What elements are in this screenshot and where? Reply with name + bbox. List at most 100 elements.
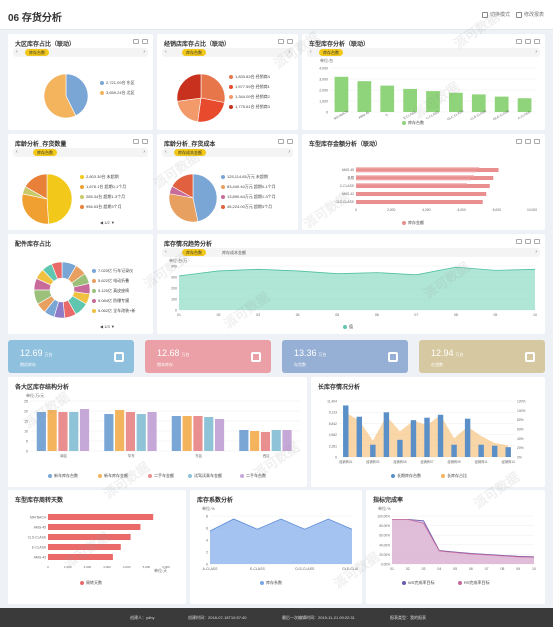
metric-chip[interactable]: 库存台数 (25, 49, 49, 56)
legend-dot (441, 473, 445, 478)
bar (356, 416, 363, 457)
tick-label: 07 (485, 567, 489, 571)
legend-item: WS完成率目标 (402, 580, 434, 585)
metric-chip[interactable]: 库存台数 (182, 249, 206, 256)
export-icon[interactable] (133, 139, 139, 144)
expand-icon[interactable] (287, 39, 293, 44)
export-icon[interactable] (516, 39, 522, 44)
panel-tools[interactable] (516, 139, 540, 144)
legend-pager[interactable]: ◀ 1/2 ▼ (100, 220, 115, 225)
dealer-pie-chart (177, 74, 225, 122)
tick-label: CLS-CLASS (470, 109, 487, 120)
prev-arrow-icon[interactable]: ‹ (310, 49, 312, 55)
panel-tools[interactable] (278, 39, 293, 44)
tick-label: GLC-CLASS (447, 109, 465, 120)
panel-tools[interactable] (516, 239, 540, 244)
tick-label: 5,000 (143, 565, 151, 569)
legend-item: 5.120亿 真皮座椅 (92, 288, 129, 293)
tick-label: 9,123 (329, 411, 337, 415)
unit-label: 单位:% (202, 506, 215, 511)
bar (79, 409, 90, 451)
prev-arrow-icon[interactable]: ‹ (165, 49, 167, 55)
tick-label: 4,000 (422, 208, 430, 212)
next-arrow-icon[interactable]: › (288, 49, 290, 55)
edit-report-button[interactable]: 修改报表 (516, 11, 544, 18)
expand-icon[interactable] (287, 139, 293, 144)
legend-dot (188, 473, 192, 478)
bar (426, 91, 440, 112)
next-arrow-icon[interactable]: › (535, 249, 537, 255)
expand-icon[interactable] (142, 139, 148, 144)
expand-icon[interactable] (525, 39, 531, 44)
legend-item: RS完成率目标 (458, 580, 490, 585)
legend-pager[interactable]: ◀ 1/3 ▼ (100, 324, 115, 329)
kpi-card[interactable]: 12.94 万台 在途数 (419, 340, 545, 373)
expand-icon[interactable] (525, 239, 531, 244)
bar (334, 76, 349, 112)
kpi-card[interactable]: 12.69 万台 期初库存 (8, 340, 134, 373)
tick-label: MAYBACH (333, 109, 349, 120)
kpi-card[interactable]: 12.68 万台 期末库存 (145, 340, 271, 373)
bar (48, 554, 113, 560)
area-fill (210, 519, 352, 564)
bar (356, 183, 467, 185)
export-icon[interactable] (278, 39, 284, 44)
stock-coeff-panel: 库存系数分析 单位:% 0 2 4 6 8 A-CLASS E-CLASS CLS-CLASS… (190, 490, 362, 604)
next-arrow-icon[interactable]: › (288, 149, 290, 155)
bar (343, 405, 349, 457)
metric-filter[interactable]: ‹ 库存台数 › (162, 48, 293, 57)
tick-label: 8 (206, 515, 208, 519)
tick-label: 0 (335, 456, 337, 460)
export-icon[interactable] (133, 39, 139, 44)
tick-label: 06 (375, 313, 379, 317)
edit-icon (516, 11, 522, 18)
prev-arrow-icon[interactable]: ‹ (165, 249, 167, 255)
metric-filter[interactable]: ‹ 库存台数 › (307, 48, 540, 57)
export-icon[interactable] (516, 239, 522, 244)
export-icon[interactable] (278, 139, 284, 144)
next-arrow-icon[interactable]: › (143, 149, 145, 155)
legend-item: 125,114.65万元 未超期 (221, 174, 268, 179)
stack-icon (251, 352, 261, 362)
export-icon[interactable] (516, 139, 522, 144)
kpi-card[interactable]: 13.36 万台 存货数 (282, 340, 408, 373)
metric-chip[interactable]: 库存台数 (319, 49, 343, 56)
metric-chip[interactable]: 库存成本金额 (174, 149, 206, 156)
metric-option[interactable]: 库存成本金额 (222, 250, 246, 255)
series-line (209, 518, 353, 532)
next-arrow-icon[interactable]: › (143, 49, 145, 55)
metric-filter[interactable]: ‹ 库存成本金额 › (162, 148, 293, 157)
metric-filter[interactable]: ‹ 库存台数 › (13, 148, 148, 157)
kpi-label: 期末库存 (157, 362, 173, 367)
pie-slice (169, 193, 199, 222)
footer-type: 报表类型：我的报表 (390, 615, 426, 620)
panel-tools[interactable] (278, 139, 293, 144)
prev-arrow-icon[interactable]: ‹ (165, 149, 167, 155)
panel-tools[interactable] (133, 139, 148, 144)
panel-tools[interactable] (516, 39, 540, 44)
tick-label: 60% (517, 428, 524, 432)
tick-label: 经销商03 (366, 459, 379, 464)
expand-icon[interactable] (142, 39, 148, 44)
metric-chip[interactable]: 库存台数 (182, 49, 206, 56)
settings-icon[interactable] (534, 39, 540, 44)
legend-item: 2,721.09台 东区 (100, 80, 135, 85)
prev-arrow-icon[interactable]: ‹ (16, 149, 18, 155)
metric-filter[interactable]: ‹ 库存台数 库存成本金额 › (162, 248, 540, 257)
settings-icon[interactable] (534, 139, 540, 144)
switch-mode-button[interactable]: 切换模式 (482, 11, 510, 18)
legend-dot (92, 278, 96, 283)
panel-tools[interactable] (133, 39, 148, 44)
legend-item: 45,224.00万元 超期3个月 (221, 204, 272, 209)
prev-arrow-icon[interactable]: ‹ (16, 49, 18, 55)
legend-item: 周转天数 (80, 580, 102, 585)
metric-filter[interactable]: ‹ 库存台数 › (13, 48, 148, 57)
footer-edited: 最后一次编辑时间：2019-11-21 09:22:31 (282, 615, 355, 620)
metric-chip[interactable]: 库存台数 (33, 149, 57, 156)
next-arrow-icon[interactable]: › (535, 49, 537, 55)
settings-icon[interactable] (534, 239, 540, 244)
region-pie-chart (44, 74, 88, 118)
switch-icon (482, 11, 488, 18)
expand-icon[interactable] (525, 139, 531, 144)
unit-label: 单位:万/元 (26, 393, 45, 398)
